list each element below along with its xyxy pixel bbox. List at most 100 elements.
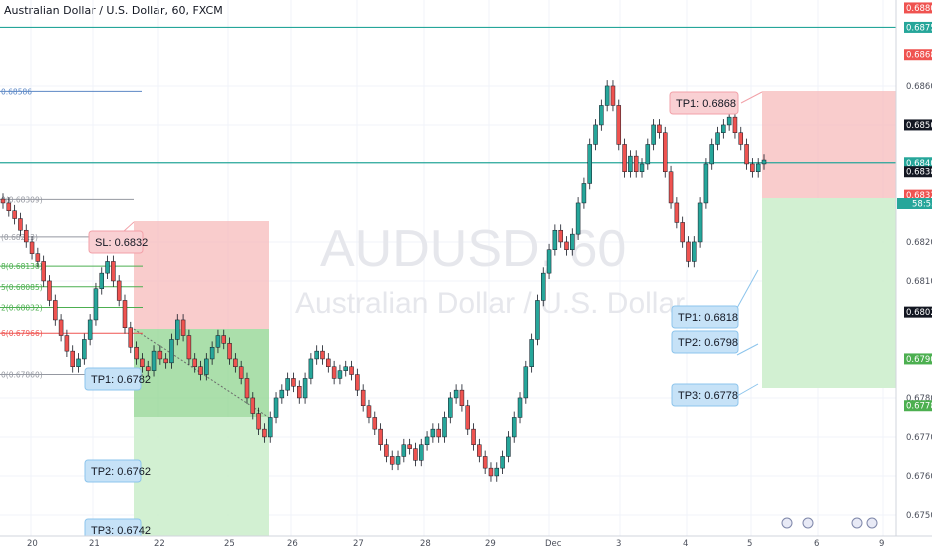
candle-body — [442, 417, 447, 438]
candle-body — [755, 163, 761, 172]
candle-body — [633, 155, 639, 172]
candle-body — [645, 144, 651, 165]
candle-body — [639, 163, 645, 172]
tail-sl-left — [122, 221, 135, 233]
candle-body — [227, 343, 232, 360]
candle-body — [244, 378, 250, 399]
left-tp-zone-extended — [134, 417, 269, 550]
candle-body — [233, 358, 238, 367]
tail-tp1-right — [736, 269, 759, 309]
price-label-box — [904, 400, 932, 412]
candle-body — [273, 397, 279, 418]
callout-text-tp1-left: TP1: 0.6782 — [91, 374, 151, 386]
candle-body — [715, 132, 720, 145]
candle-body — [552, 229, 558, 250]
candle-body — [221, 335, 226, 344]
candle-body — [122, 300, 128, 328]
price-label-text: 0.67900 — [906, 355, 932, 365]
callout-text-tp2-right: TP2: 0.6798 — [678, 337, 738, 349]
tail-tp2-right — [736, 343, 759, 356]
event-flag-icon[interactable] — [866, 517, 878, 529]
candle-body — [18, 218, 23, 231]
price-tick-label: 0.67700 — [906, 433, 932, 443]
candle-body — [395, 456, 401, 465]
price-label-box — [904, 157, 932, 169]
watermark-symbol: AUDUSD, 60 — [320, 220, 626, 278]
candle-body — [750, 163, 755, 172]
candle-body — [41, 261, 46, 282]
price-label-text: 0.68800 — [906, 4, 932, 14]
candle-body — [436, 428, 441, 438]
watermark-name: Australian Dollar / U.S. Dollar — [295, 287, 685, 320]
candle-body — [163, 358, 168, 364]
candle-body — [604, 85, 610, 106]
time-tick-label: 20 — [27, 539, 38, 549]
time-tick-label: 21 — [89, 539, 100, 549]
fib-level-label: 5(0.68085) — [1, 283, 43, 292]
candle-body — [430, 428, 436, 438]
candle-body — [465, 405, 470, 430]
candle-body — [424, 436, 430, 445]
price-tick-label: 0.67600 — [906, 472, 932, 482]
time-tick-label: 4 — [683, 539, 688, 549]
candle-body — [651, 124, 656, 145]
price-label-text: 0.68320 — [906, 191, 932, 201]
candle-body — [285, 378, 290, 391]
candle-body — [134, 346, 139, 360]
candle-body — [180, 319, 186, 336]
candle-body — [407, 444, 412, 449]
event-flag-icon[interactable] — [851, 517, 863, 529]
candle-body — [709, 144, 714, 165]
candles — [0, 80, 767, 482]
event-flag-icon[interactable] — [802, 517, 814, 529]
candle-body — [331, 366, 337, 379]
callout-box-tp1-left — [84, 367, 142, 391]
fib-level-label: 8(0.68138) — [1, 262, 43, 271]
candle-body — [628, 155, 633, 172]
candle-body — [47, 280, 52, 301]
candle-body — [87, 319, 93, 340]
fib-level-label: (0.68213) — [1, 233, 38, 242]
candle-body — [111, 261, 116, 282]
candle-body — [169, 339, 174, 364]
price-axis-bg — [896, 0, 932, 550]
event-icons[interactable] — [781, 517, 878, 529]
candle-body — [506, 436, 511, 457]
candle-body — [99, 272, 105, 289]
callout-text-tp3-left: TP3: 0.6742 — [91, 525, 151, 537]
candle-body — [575, 202, 581, 235]
candle-body — [453, 389, 459, 399]
candle-body — [413, 448, 418, 461]
candle-body — [116, 280, 122, 301]
time-tick-label: 26 — [287, 539, 298, 549]
candle-body — [267, 417, 273, 438]
time-tick-label: 5 — [747, 539, 752, 549]
candle-body — [593, 124, 598, 145]
candle-body — [517, 397, 523, 418]
price-tick-label: 0.67800 — [906, 394, 932, 404]
candle-body — [372, 417, 378, 430]
candle-body — [726, 116, 732, 126]
chart-header-title: Australian Dollar / U.S. Dollar, 60, FXC… — [4, 4, 223, 17]
candle-body — [12, 210, 17, 219]
callout-text-sl-left: SL: 0.6832 — [95, 237, 148, 249]
countdown-label: 58:53 — [912, 200, 932, 210]
candle-body — [128, 327, 134, 348]
price-label-text: 0.68750 — [906, 23, 932, 33]
candle-body — [297, 385, 302, 399]
callout-box-tp1-right-red — [669, 91, 739, 115]
candle-body — [76, 358, 81, 367]
candle-body — [93, 288, 99, 321]
event-flag-icon[interactable] — [781, 517, 793, 529]
candle-body — [587, 144, 592, 184]
candle-body — [23, 229, 29, 243]
callout-text-tp3-right: TP3: 0.6778 — [678, 390, 738, 402]
candle-body — [204, 358, 209, 375]
price-label-text: 0.68380 — [906, 168, 932, 178]
candle-body — [732, 116, 738, 133]
candle-body — [581, 183, 587, 204]
candle-body — [477, 444, 482, 457]
price-tick-label: 0.68200 — [906, 238, 932, 248]
